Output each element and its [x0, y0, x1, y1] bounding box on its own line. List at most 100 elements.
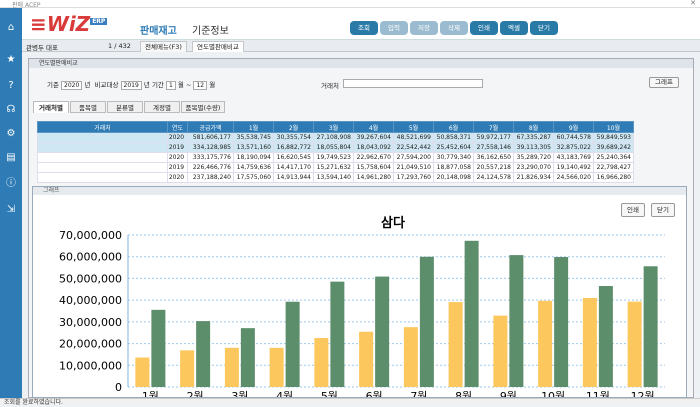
table-cell: 22,798,427 — [593, 162, 634, 173]
printer-icon[interactable]: ▤ — [6, 152, 16, 163]
table-cell: 43,183,769 — [553, 152, 594, 163]
filter-bar: 기준 2020 년 비교대상 2019 년 기간 1 월 ~ 12 월 — [47, 81, 216, 90]
table-cell: 39,113,305 — [513, 142, 554, 153]
gear-icon[interactable]: ⚙ — [6, 128, 16, 139]
table-row[interactable]: 2019 334,128,985 13,571,160 16,882,772 18,05… — [37, 142, 634, 153]
month-to-input[interactable]: 12 — [193, 81, 208, 90]
table-row[interactable]: 2020 237,188,240 17,575,060 14,913,944 13,59… — [37, 172, 634, 183]
table-cell — [37, 152, 168, 163]
year-unit: 년 — [84, 81, 91, 89]
column-header[interactable]: 6월 — [433, 121, 474, 133]
table-cell: 27,594,200 — [393, 152, 434, 163]
top-bar: ≡WiZ ERP 판매재고 기준정보 조회 입력 저장 삭제 인쇄 엑셀 닫기 — [22, 8, 700, 40]
month-from-input[interactable]: 1 — [166, 81, 176, 90]
table-cell: 16,966,280 — [593, 172, 634, 183]
column-header[interactable]: 4월 — [353, 121, 394, 133]
column-header[interactable]: 1월 — [233, 121, 274, 133]
bar-series0-0 — [135, 357, 150, 387]
table-cell: 18,055,804 — [313, 142, 354, 153]
table-cell: 60,744,578 — [553, 132, 594, 143]
x-tick-label: 12월 — [631, 390, 655, 397]
column-header[interactable]: 8월 — [513, 121, 554, 133]
home-icon[interactable]: ⌂ — [7, 22, 15, 33]
table-cell: 24,566,020 — [553, 172, 594, 183]
table-row[interactable]: 2020 333,175,776 18,190,094 16,620,545 19,74… — [37, 152, 634, 163]
help-icon[interactable]: ? — [8, 80, 14, 91]
grid-tab-2[interactable]: 분류별 — [107, 101, 143, 113]
y-tick-label: 40,000,000 — [59, 294, 122, 307]
x-tick-label: 11월 — [586, 390, 610, 397]
menu-master-data[interactable]: 기준정보 — [192, 26, 229, 37]
toolbar-button-1[interactable]: 입력 — [380, 21, 408, 35]
grid-tab-0[interactable]: 거래처별 — [33, 101, 69, 113]
grid-tab-4[interactable]: 품목별(수량) — [181, 101, 225, 113]
toolbar-button-5[interactable]: 엑셀 — [500, 21, 528, 35]
table-cell: 18,877,058 — [433, 162, 474, 173]
bar-series1-5 — [375, 276, 390, 387]
toolbar-button-2[interactable]: 저장 — [410, 21, 438, 35]
y-tick-label: 50,000,000 — [59, 272, 122, 285]
table-cell: 14,961,280 — [353, 172, 394, 183]
table-cell — [37, 172, 168, 183]
grid-tab-1[interactable]: 품목별 — [70, 101, 106, 113]
bar-series1-2 — [240, 328, 255, 387]
chart-print-button[interactable]: 인쇄 — [621, 203, 645, 217]
month-unit: 월 — [177, 81, 184, 89]
table-cell: 35,538,745 — [233, 132, 274, 143]
chart-window: 그래프 인쇄 닫기 삼다 70,000,000 60,000,000 50,000,0… — [32, 186, 687, 398]
bar-series0-9 — [538, 300, 553, 387]
table-cell: 16,882,772 — [273, 142, 314, 153]
table-cell: 19,140,492 — [553, 162, 594, 173]
tab-all-menu[interactable]: 전체메뉴(F3) — [140, 41, 187, 52]
x-tick-label: 7월 — [410, 390, 427, 397]
star-icon[interactable]: ★ — [6, 54, 16, 65]
compare-label: 비교대상 — [94, 81, 119, 89]
info-icon[interactable]: ⓘ — [6, 178, 16, 189]
chart-close-button[interactable]: 닫기 — [651, 203, 675, 217]
column-header[interactable]: 공급가액 — [187, 121, 234, 133]
toolbar-button-3[interactable]: 삭제 — [440, 21, 468, 35]
customer-input[interactable] — [343, 79, 483, 88]
y-tick-label: 10,000,000 — [59, 359, 122, 372]
column-header[interactable]: 9월 — [553, 121, 594, 133]
exit-icon[interactable]: ⇲ — [6, 204, 16, 215]
toolbar-button-0[interactable]: 조회 — [350, 21, 378, 35]
grid-tab-3[interactable]: 계정별 — [144, 101, 180, 113]
tab-yearly-sales[interactable]: 연도별판매비교 — [192, 41, 244, 52]
table-cell: 21,049,510 — [393, 162, 434, 173]
column-header[interactable]: 2월 — [273, 121, 314, 133]
headset-icon[interactable]: ☊ — [6, 104, 16, 115]
column-header[interactable]: 7월 — [473, 121, 514, 133]
table-cell: 16,620,545 — [273, 152, 314, 163]
bar-series0-6 — [403, 327, 418, 387]
toolbar-button-4[interactable]: 인쇄 — [470, 21, 498, 35]
column-header[interactable]: 3월 — [313, 121, 354, 133]
x-tick-label: 5월 — [321, 390, 338, 397]
close-window-icon[interactable]: ✕ — [690, 0, 696, 7]
column-header[interactable]: 연도 — [167, 121, 188, 133]
y-tick-label: 60,000,000 — [59, 251, 122, 264]
compare-year-input[interactable]: 2019 — [120, 81, 142, 90]
column-header[interactable]: 거래처 — [37, 121, 168, 133]
table-row[interactable]: 2019 226,466,776 14,759,636 14,417,170 15,27… — [37, 162, 634, 173]
table-row[interactable]: 2020 581,606,177 35,538,745 30,355,754 27,10… — [37, 132, 634, 143]
window-title: 판매 ACEP — [12, 2, 41, 9]
graph-button[interactable]: 그래프 — [649, 77, 679, 88]
table-cell: 14,417,170 — [273, 162, 314, 173]
table-cell — [37, 162, 168, 173]
x-tick-label: 2월 — [187, 390, 204, 397]
table-cell: 237,188,240 — [187, 172, 234, 183]
base-year-input[interactable]: 2020 — [61, 81, 83, 90]
table-cell: 18,043,092 — [353, 142, 394, 153]
menu-sales-inventory[interactable]: 판매재고 — [140, 26, 177, 37]
table-cell: 48,521,699 — [393, 132, 434, 143]
x-tick-label: 3월 — [231, 390, 248, 397]
window-header: 연도별판매비교 — [29, 59, 693, 68]
column-header[interactable]: 10월 — [593, 121, 634, 133]
table-cell: 15,758,604 — [353, 162, 394, 173]
bar-series1-7 — [464, 240, 479, 387]
customer-label: 거래처 — [321, 82, 339, 90]
bar-series0-4 — [314, 338, 329, 387]
column-header[interactable]: 5월 — [393, 121, 434, 133]
toolbar-button-6[interactable]: 닫기 — [530, 21, 558, 35]
